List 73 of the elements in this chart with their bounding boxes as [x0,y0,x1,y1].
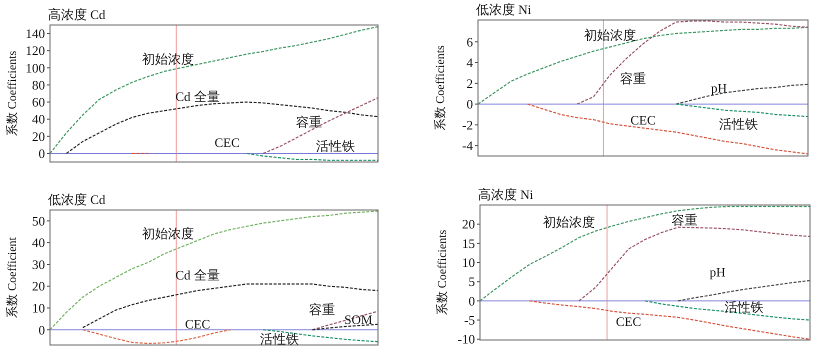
y-tick-label: 80 [32,77,45,92]
line-series [477,26,809,105]
chart-title: 低浓度 Cd [48,192,106,207]
line-series [528,300,811,340]
y-tick-label: 15 [462,236,475,251]
line-series [675,84,809,105]
line-series [677,280,811,302]
line-series [479,206,811,302]
y-tick-label: 0 [468,293,475,308]
line-series [49,210,379,330]
annotation: CEC [184,316,210,332]
line-series [675,103,809,118]
y-tick-label: 60 [32,94,45,110]
y-tick-label: 40 [32,112,45,127]
y-tick-label: 2 [466,76,473,91]
y-tick-label: 100 [26,60,45,76]
annotation: Cd 全量 [175,88,220,104]
y-tick-label: 5 [468,274,475,290]
y-tick-label: 40 [32,235,45,250]
y-axis-title: 系数 Coefficient [5,236,19,318]
y-tick-label: -4 [462,138,474,154]
line-series [66,101,379,154]
y-axis-title: 系数 Coefficients [433,44,447,131]
y-tick-label: 6 [466,34,474,50]
line-series [578,226,811,302]
y-tick-label: 0 [466,96,473,112]
annotation: Cd 全量 [175,267,220,282]
annotation: 容重 [296,114,322,130]
annotation: 容重 [672,212,698,228]
annotation: 初始浓度 [584,28,636,43]
line-series [644,300,811,321]
chart-title: 高浓度 Cd [48,7,106,22]
y-tick-label: 20 [462,216,475,232]
annotation: 活性铁 [724,299,764,314]
line-series [82,329,231,344]
y-tick-label: 4 [466,55,474,70]
line-series [82,283,379,328]
annotation: pH [710,80,727,96]
y-tick-label: 0 [38,322,45,338]
annotation: CEC [630,112,656,128]
annotation: SOM [344,312,373,328]
annotation: 活性铁 [260,332,300,347]
y-tick-label: 20 [32,128,45,144]
y-tick-label: 140 [26,26,45,42]
annotation: CEC [616,314,642,329]
annotation: 活性铁 [719,116,758,132]
line-series [49,26,379,154]
chart-title: 低浓度 Ni [476,2,532,17]
y-tick-label: -10 [458,332,475,347]
y-tick-label: -2 [462,117,473,132]
annotation: 活性铁 [316,138,355,154]
annotation: 容重 [620,71,646,86]
chart-title: 高浓度 Ni [478,187,534,202]
annotation: 初始浓度 [142,51,194,66]
annotation: pH [710,264,726,280]
annotation: 容重 [309,302,336,318]
y-tick-label: 0 [38,146,45,161]
y-tick-label: 10 [462,255,475,270]
y-axis-title: 系数 Coefficients [435,229,449,316]
line-series [246,152,379,161]
y-tick-label: 10 [32,300,45,316]
line-series [262,97,379,154]
y-tick-label: 20 [32,278,45,294]
y-tick-label: 120 [26,43,45,58]
y-tick-label: 30 [32,256,45,272]
line-series [576,20,809,105]
annotation: CEC [214,135,240,150]
annotation: 初始浓度 [543,214,596,230]
y-axis-title: 系数 Coefficients [5,50,19,136]
annotation: 初始浓度 [142,226,194,241]
y-tick-label: -5 [464,312,475,328]
y-tick-label: 50 [32,213,45,228]
line-series [526,103,809,155]
